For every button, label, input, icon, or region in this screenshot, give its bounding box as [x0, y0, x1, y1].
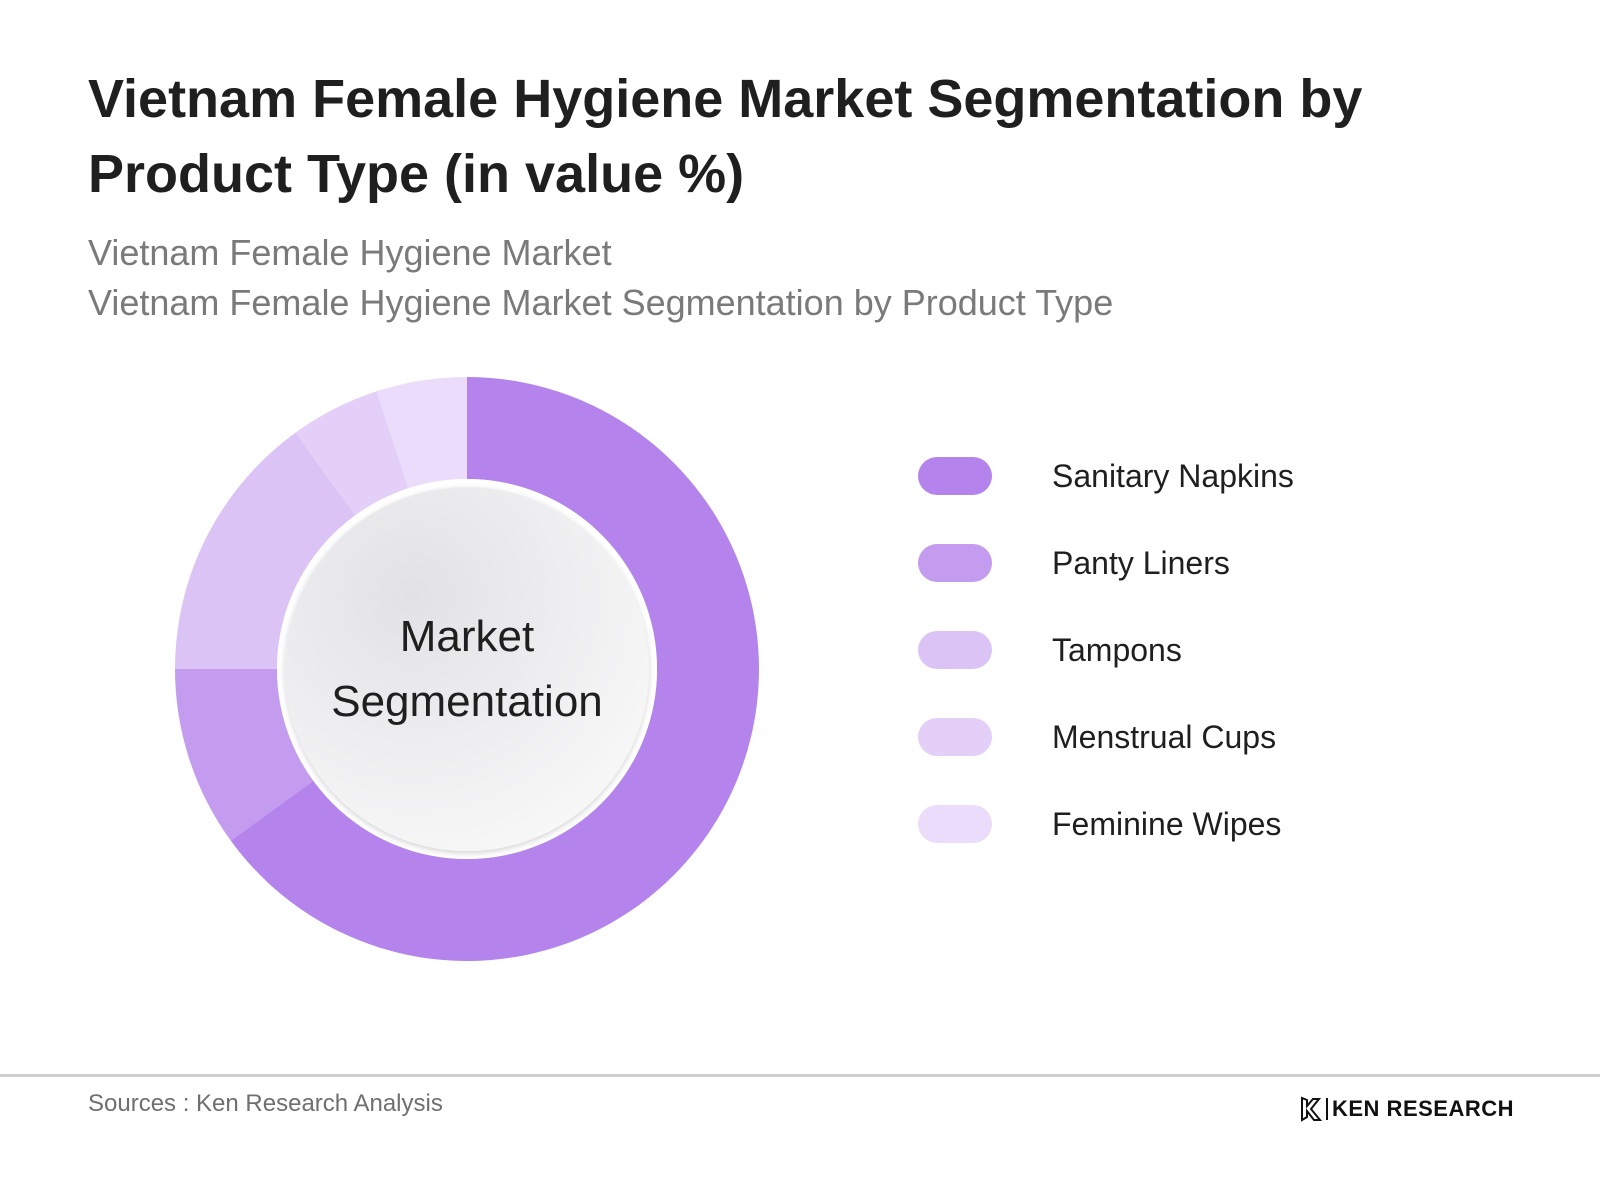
- donut-slice-feminine-wipes: [376, 377, 467, 489]
- donut-slice-tampons: [175, 432, 356, 669]
- legend-label: Sanitary Napkins: [1052, 457, 1294, 494]
- donut-slices: [175, 377, 759, 962]
- footer-divider: [0, 1074, 1600, 1077]
- logo-text: KEN RESEARCH: [1332, 1096, 1515, 1121]
- donut-svg: [175, 377, 759, 962]
- chart-title: Vietnam Female Hygiene Market Segmentati…: [88, 69, 1363, 204]
- legend-swatch: [918, 544, 992, 582]
- legend-label: Menstrual Cups: [1052, 718, 1277, 755]
- legend-swatch: [918, 718, 992, 756]
- donut-slice-menstrual-cups: [295, 391, 409, 516]
- legend-swatch: [918, 805, 992, 843]
- legend-label: Tampons: [1052, 631, 1182, 668]
- donut-slice-sanitary-napkins: [230, 377, 759, 962]
- legend-item: Feminine Wipes: [918, 805, 1294, 843]
- donut-slice-panty-liners: [175, 669, 314, 841]
- ken-research-logo: KEN RESEARCH: [1300, 1094, 1514, 1124]
- chart-subtitle: Vietnam Female Hygiene Market Vietnam Fe…: [88, 228, 1113, 328]
- legend-item: Tampons: [918, 631, 1294, 669]
- legend-item: Panty Liners: [918, 544, 1294, 582]
- subtitle-line-2: Vietnam Female Hygiene Market Segmentati…: [88, 282, 1114, 323]
- source-note: Sources : Ken Research Analysis: [88, 1090, 443, 1117]
- logo-divider: [1326, 1098, 1328, 1120]
- legend-swatch: [918, 631, 992, 669]
- legend-label: Panty Liners: [1052, 544, 1230, 581]
- subtitle-line-1: Vietnam Female Hygiene Market: [88, 232, 612, 273]
- donut-chart: Market Segmentation: [170, 372, 764, 966]
- donut-center-disc: [285, 487, 649, 851]
- legend-item: Menstrual Cups: [918, 718, 1294, 756]
- legend: Sanitary Napkins Panty Liners Tampons Menst…: [918, 457, 1294, 892]
- legend-swatch: [918, 457, 992, 495]
- legend-label: Feminine Wipes: [1052, 805, 1282, 842]
- legend-item: Sanitary Napkins: [918, 457, 1294, 495]
- ken-logo-icon: [1301, 1096, 1322, 1122]
